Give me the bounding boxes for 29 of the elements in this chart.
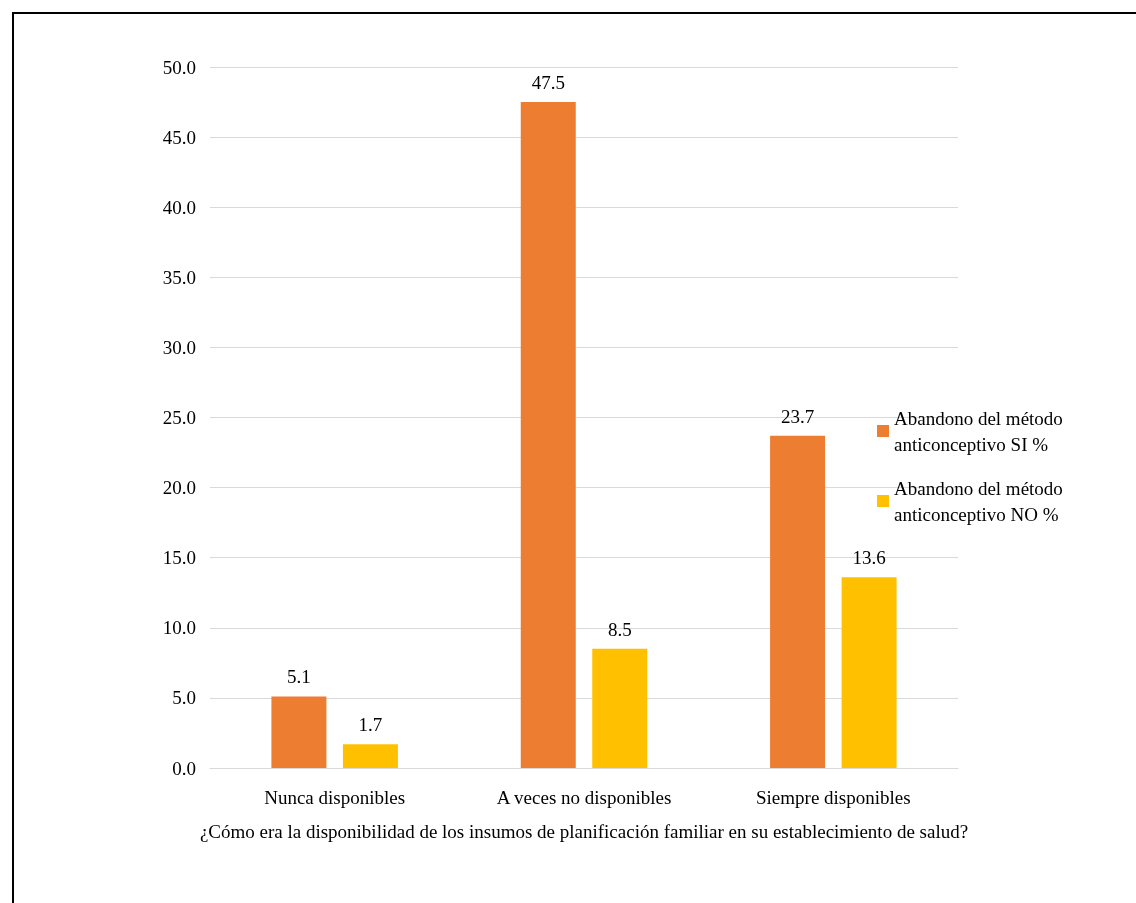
data-label: 1.7: [358, 714, 383, 736]
x-tick-label: A veces no disponibles: [496, 787, 672, 808]
data-label: 5.1: [287, 666, 311, 688]
x-tick-label: Siempre disponibles: [756, 787, 911, 808]
data-label: 13.6: [852, 547, 886, 569]
y-tick-label: 5.0: [172, 687, 196, 709]
y-tick-label: 10.0: [162, 617, 196, 639]
y-tick-label: 0.0: [172, 757, 196, 779]
x-tick-label: Nunca disponibles: [264, 787, 406, 808]
y-tick-label: 30.0: [162, 336, 196, 358]
y-tick-label: 50.0: [162, 56, 196, 78]
y-tick-label: 15.0: [162, 547, 196, 569]
y-tick-label: 20.0: [162, 477, 196, 499]
bar: [520, 102, 576, 768]
legend-label: Abandono del método anticonceptivo SI %: [894, 407, 1068, 455]
y-tick-label: 40.0: [162, 196, 196, 218]
y-tick-label: 35.0: [162, 266, 196, 288]
data-label: 23.7: [780, 405, 815, 427]
y-tick-label: 45.0: [162, 126, 196, 148]
bar: [841, 577, 897, 768]
y-tick-label: 25.0: [162, 407, 196, 428]
data-label: 8.5: [607, 618, 632, 640]
legend-label: Abandono del método anticonceptivo NO %: [894, 477, 1068, 525]
bar: [592, 648, 648, 768]
bar: [271, 696, 327, 768]
bar: [342, 744, 398, 768]
x-axis-title: ¿Cómo era la disponibilidad de los insumos de planificación familiar en su establecimiento de salud?: [199, 820, 969, 842]
data-label: 47.5: [531, 72, 565, 94]
bar: [770, 435, 826, 768]
